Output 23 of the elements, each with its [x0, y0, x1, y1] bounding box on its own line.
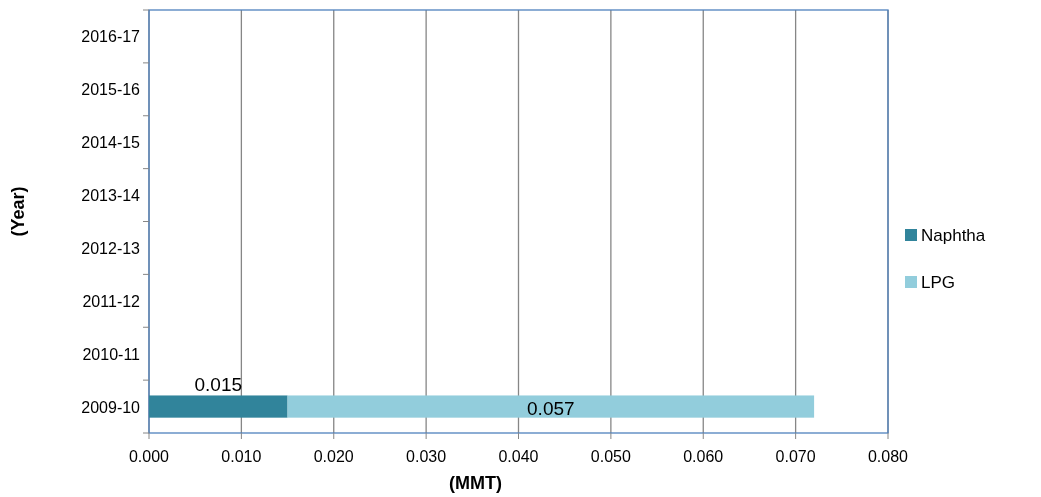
legend-label: Naphtha — [921, 226, 986, 245]
x-tick-label: 0.010 — [221, 448, 262, 465]
x-tick-label: 0.070 — [775, 448, 816, 465]
legend-label: LPG — [921, 273, 956, 292]
y-tick-label: 2014-15 — [81, 134, 141, 152]
x-axis-title: (MMT) — [449, 473, 502, 493]
x-tick-label: 0.030 — [406, 448, 447, 465]
x-tick-label: 0.080 — [867, 448, 909, 465]
data-label: 0.015 — [194, 374, 243, 396]
y-tick-label: 2011-12 — [82, 292, 141, 310]
y-axis-title: (Year) — [8, 186, 28, 237]
y-tick-label: 2016-17 — [81, 28, 141, 46]
y-tick-label: 2010-11 — [82, 345, 141, 363]
x-tick-label: 0.040 — [498, 448, 539, 465]
y-tick-label: 2009-10 — [81, 398, 141, 416]
x-tick-label: 0.060 — [683, 448, 724, 465]
x-tick-label: 0.000 — [128, 448, 170, 465]
y-tick-label: 2015-16 — [81, 81, 141, 99]
x-tick-label: 0.020 — [313, 448, 354, 465]
y-tick-label: 2013-14 — [81, 187, 141, 205]
y-tick-label: 2012-13 — [81, 239, 141, 257]
data-label: 0.057 — [527, 397, 575, 419]
x-tick-label: 0.050 — [590, 448, 631, 465]
